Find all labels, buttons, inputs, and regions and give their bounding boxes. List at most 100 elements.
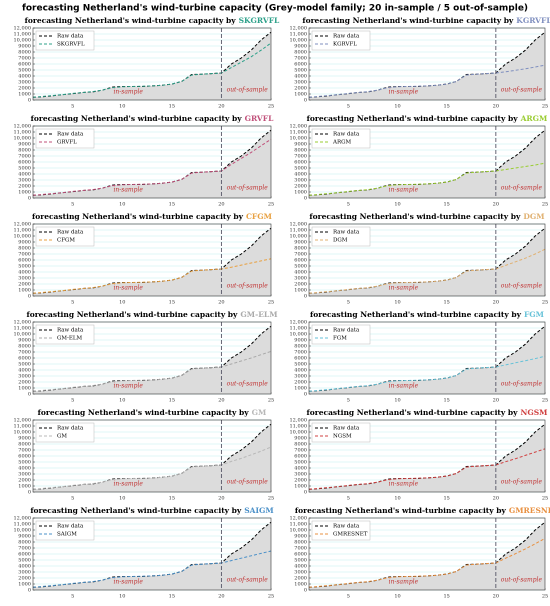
- panel-title: forecasting Netherland's wind-turbine ca…: [32, 212, 272, 221]
- x-tick-label: 25: [268, 104, 274, 110]
- area: [309, 130, 545, 198]
- y-tick-label: 2000: [294, 576, 307, 582]
- y-tick-label: 11,000: [14, 228, 32, 234]
- x-tick-label: 15: [443, 104, 449, 110]
- title-model: GM: [252, 408, 267, 417]
- y-tick-label: 6000: [294, 356, 307, 362]
- panel: forecasting Netherland's wind-turbine ca…: [14, 114, 275, 208]
- y-tick-label: 4000: [294, 466, 307, 472]
- frame: [32, 517, 272, 591]
- area: [33, 228, 271, 296]
- y-tick-label: 5000: [294, 264, 307, 270]
- panel: forecasting Netherland's wind-turbine ca…: [290, 408, 549, 502]
- y-tick-label: 1000: [294, 386, 307, 392]
- line: [32, 129, 272, 196]
- frame: [32, 223, 272, 297]
- panel-title: forecasting Netherland's wind-turbine ca…: [30, 506, 273, 515]
- y-tick-label: 2000: [18, 576, 31, 582]
- legend-label: Raw data: [333, 230, 360, 236]
- legend-label: Raw data: [333, 524, 360, 530]
- figure-title: forecasting Netherland's wind-turbine ca…: [22, 4, 528, 14]
- y-tick-label: 8000: [18, 540, 31, 546]
- line: [32, 521, 272, 588]
- annotation: out-of-sample: [501, 479, 543, 486]
- y-tick-label: 11,000: [290, 32, 308, 38]
- y-tick-label: 2000: [18, 184, 31, 190]
- y-tick-label: 5000: [18, 68, 31, 74]
- y-tick-label: 12,000: [14, 124, 32, 130]
- title-text: forecasting Netherland's wind-turbine ca…: [310, 310, 522, 319]
- title-text: forecasting Netherland's wind-turbine ca…: [307, 408, 519, 417]
- legend-label: Raw data: [333, 426, 360, 432]
- y-tick-label: 8000: [18, 246, 31, 252]
- y-tick-label: 0: [304, 196, 307, 202]
- legend-label: Raw data: [57, 524, 84, 530]
- title-text: forecasting Netherland's wind-turbine ca…: [31, 114, 243, 123]
- y-tick-label: 4000: [18, 466, 31, 472]
- x-tick-label: 20: [493, 104, 499, 110]
- legend-label: ARGM: [332, 140, 352, 146]
- y-tick-label: 1000: [18, 288, 31, 294]
- y-tick-label: 9000: [18, 534, 31, 540]
- y-tick-label: 3000: [18, 178, 31, 184]
- panel: forecasting Netherland's wind-turbine ca…: [14, 212, 275, 306]
- area: [33, 522, 271, 590]
- annotation: in-sample: [389, 383, 419, 390]
- y-tick-label: 10,000: [290, 38, 308, 44]
- y-tick-label: 2000: [294, 184, 307, 190]
- panel-title: forecasting Netherland's wind-turbine ca…: [31, 114, 274, 123]
- annotation: out-of-sample: [501, 577, 543, 584]
- title-model: NGSM: [520, 408, 547, 417]
- annotation: out-of-sample: [227, 185, 269, 192]
- annotation: in-sample: [389, 187, 419, 194]
- y-tick-label: 11,000: [290, 228, 308, 234]
- legend: Raw data CFGM: [35, 226, 95, 247]
- x-tick-label: 15: [169, 398, 175, 404]
- legend-label: Raw data: [57, 34, 84, 40]
- y-tick-label: 6000: [294, 62, 307, 68]
- annotation: out-of-sample: [227, 577, 269, 584]
- legend-label: FGM: [333, 336, 347, 342]
- legend: Raw data ARGM: [311, 128, 371, 149]
- annotation: out-of-sample: [227, 283, 269, 290]
- annotation: out-of-sample: [501, 381, 543, 388]
- y-tick-label: 6000: [18, 454, 31, 460]
- x-tick-label: 10: [119, 300, 125, 306]
- area: [309, 326, 545, 394]
- title-text: forecasting Netherland's wind-turbine ca…: [307, 114, 519, 123]
- line: [308, 448, 546, 490]
- x-tick-label: 10: [394, 104, 400, 110]
- y-tick-label: 12,000: [14, 26, 32, 32]
- frame: [32, 321, 272, 395]
- legend: Raw data GMRESNET: [311, 520, 371, 541]
- annotation: out-of-sample: [227, 381, 269, 388]
- annotation: in-sample: [113, 285, 143, 292]
- line: [32, 446, 272, 490]
- annotation: in-sample: [113, 383, 143, 390]
- y-tick-label: 7000: [18, 252, 31, 258]
- legend-label: Raw data: [333, 328, 360, 334]
- y-tick-label: 11,000: [290, 522, 308, 528]
- line: [32, 550, 272, 588]
- x-tick-label: 25: [268, 594, 274, 600]
- legend-label: GRVFL: [57, 140, 77, 146]
- y-tick-label: 5000: [294, 460, 307, 466]
- y-tick-label: 1000: [18, 190, 31, 196]
- y-tick-label: 0: [28, 98, 31, 104]
- x-tick-label: 10: [119, 104, 125, 110]
- y-tick-label: 3000: [18, 374, 31, 380]
- y-tick-label: 2000: [18, 86, 31, 92]
- panel: forecasting Netherland's wind-turbine ca…: [290, 212, 549, 306]
- x-tick-label: 20: [218, 398, 224, 404]
- y-tick-label: 2000: [18, 478, 31, 484]
- y-tick-label: 4000: [18, 270, 31, 276]
- x-tick-label: 20: [218, 496, 224, 502]
- annotation: in-sample: [113, 481, 143, 488]
- line: [32, 227, 272, 294]
- legend-label: GM: [57, 434, 67, 440]
- area: [33, 32, 271, 101]
- y-tick-label: 7000: [294, 252, 307, 258]
- x-tick-label: 5: [71, 496, 74, 502]
- x-tick-label: 20: [218, 104, 224, 110]
